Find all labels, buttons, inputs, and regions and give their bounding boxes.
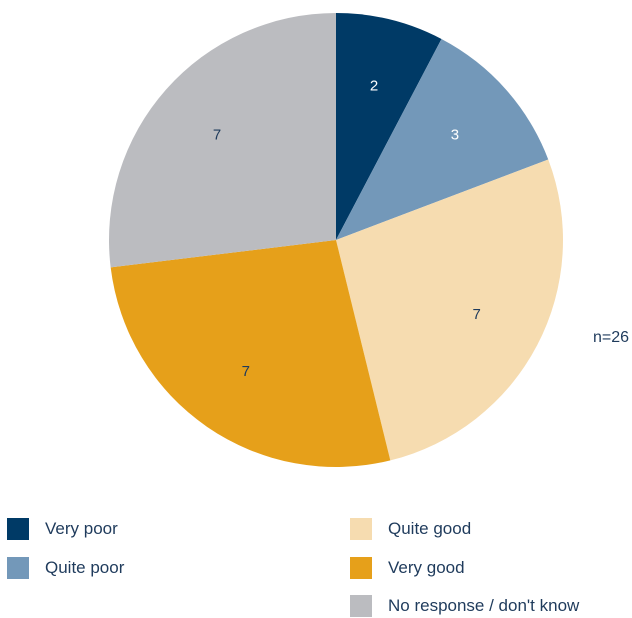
pie-value-label: 7 xyxy=(213,127,221,144)
legend-item-quite-poor: Quite poor xyxy=(7,556,124,580)
pie-value-label: 2 xyxy=(370,78,378,95)
pie-value-label: 7 xyxy=(242,363,250,380)
legend-swatch-quite-good xyxy=(350,518,372,540)
legend-item-very-poor: Very poor xyxy=(7,517,118,541)
pie-value-label: 3 xyxy=(451,127,459,144)
pie-chart: 2 3 7 7 7 xyxy=(108,13,563,467)
pie-value-label: 7 xyxy=(473,306,481,323)
legend-label-no-response: No response / don't know xyxy=(388,596,580,615)
legend-swatch-quite-poor xyxy=(7,557,29,579)
legend-item-very-good: Very good xyxy=(350,556,465,580)
sample-size-label: n=26 xyxy=(593,329,630,346)
legend-swatch-very-poor xyxy=(7,518,29,540)
legend-label-quite-good: Quite good xyxy=(388,519,472,538)
pie-slice-quite-poor xyxy=(336,39,549,241)
legend-label-very-poor: Very poor xyxy=(45,519,118,538)
pie-slice-very-poor xyxy=(336,13,442,240)
legend-swatch-no-response xyxy=(350,595,372,617)
pie-slice-very-good xyxy=(110,240,391,467)
legend-item-quite-good: Quite good xyxy=(350,517,471,541)
legend-item-no-response: No response / don't know xyxy=(350,594,579,618)
legend-swatch-very-good xyxy=(350,557,372,579)
pie-slice-no-response-don-t-know xyxy=(108,13,336,268)
legend-label-very-good: Very good xyxy=(388,558,465,577)
legend-label-quite-poor: Quite poor xyxy=(45,558,125,577)
pie-slice-quite-good xyxy=(336,159,563,461)
